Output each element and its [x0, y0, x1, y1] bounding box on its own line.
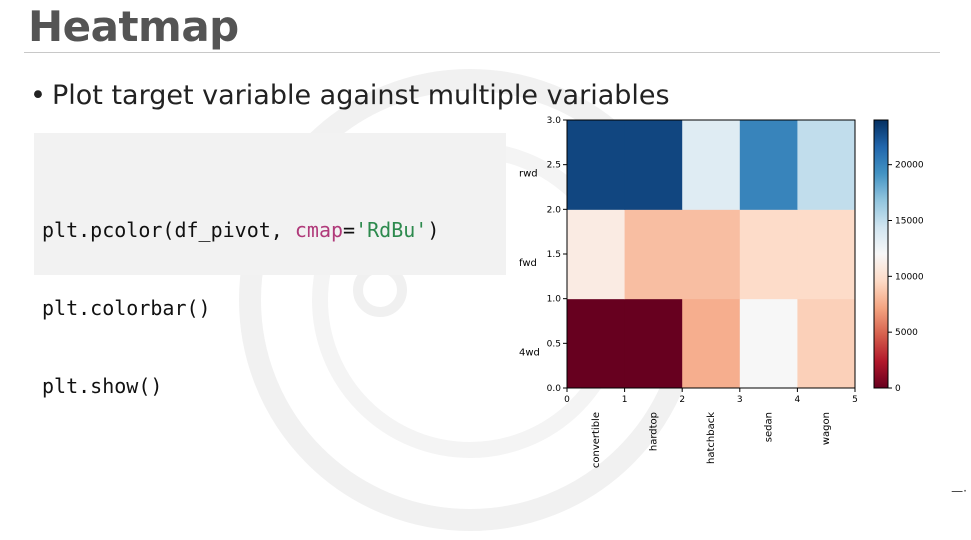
x-tick-label: 0 — [564, 395, 570, 405]
colorbar — [873, 119, 889, 389]
x-category-label: hatchback — [706, 412, 717, 464]
bullet-item: • Plot target variable against multiple … — [30, 80, 670, 111]
y-tick-label: 3.0 — [547, 116, 562, 126]
corner-mark: —· — [951, 484, 967, 498]
x-tick-label: 1 — [622, 395, 628, 405]
heatmap-cell — [682, 209, 741, 300]
y-tick-label: 1.5 — [547, 250, 561, 260]
y-tick-label: 2.0 — [547, 205, 562, 215]
colorbar-tick-label: 5000 — [895, 328, 918, 338]
heatmap-cell — [797, 120, 856, 210]
code-line-pcolor: plt.pcolor(df_pivot, cmap='RdBu') — [42, 217, 439, 243]
x-category-label: sedan — [764, 412, 775, 442]
code-token: ) — [427, 218, 440, 242]
y-category-label: rwd — [519, 169, 538, 180]
colorbar-tick-label: 0 — [895, 384, 901, 394]
heatmap-cell — [739, 209, 798, 300]
heatmap-chart: 0 1 2 3 4 5 0.0 0.5 1.0 1.5 2.0 2.5 3.0 convertible ha… — [519, 116, 924, 468]
colorbar-tick-label: 10000 — [895, 272, 924, 282]
title-divider — [24, 52, 940, 53]
colorbar-tick-label: 20000 — [895, 161, 924, 171]
heatmap-cell — [739, 120, 798, 210]
y-category-label: 4wd — [519, 347, 540, 358]
x-tick-label: 4 — [795, 395, 801, 405]
bullet-icon: • — [30, 80, 46, 111]
heatmap-cell — [567, 298, 626, 389]
heatmap-cell — [739, 298, 798, 389]
y-tick-label: 2.5 — [547, 161, 561, 171]
x-category-label: hardtop — [648, 412, 659, 451]
heatmap-cell — [624, 298, 683, 389]
y-category-label: fwd — [519, 258, 537, 269]
code-keyword-arg: cmap — [294, 218, 344, 242]
heatmap-cell — [624, 209, 683, 300]
code-block: plt.pcolor(df_pivot, cmap='RdBu') plt.co… — [34, 133, 506, 398]
code-string-literal: 'RdBu' — [355, 218, 428, 242]
code-lines: plt.pcolor(df_pivot, cmap='RdBu') plt.co… — [42, 165, 439, 451]
code-line-show: plt.show() — [42, 374, 163, 398]
x-tick-label: 3 — [737, 395, 743, 405]
y-tick-label: 0.5 — [547, 339, 561, 349]
x-tick-label: 2 — [679, 395, 685, 405]
heatmap-cell — [682, 120, 741, 210]
heatmap-cell — [567, 209, 626, 300]
code-token: plt.pcolor(df_pivot, — [42, 218, 295, 242]
x-category-label: convertible — [591, 412, 602, 468]
heatmap-cell — [682, 298, 741, 389]
code-token: = — [343, 218, 356, 242]
heatmap-cell — [567, 120, 626, 210]
slide-title: Heatmap — [28, 2, 239, 51]
y-tick-label: 0.0 — [547, 384, 562, 394]
x-category-label: wagon — [821, 412, 832, 445]
colorbar-tick-label: 15000 — [895, 217, 924, 227]
code-line-colorbar: plt.colorbar() — [42, 296, 211, 320]
bullet-text: Plot target variable against multiple va… — [52, 80, 670, 111]
heatmap-cell — [797, 298, 856, 389]
y-tick-label: 1.0 — [547, 295, 562, 305]
heatmap-cell — [624, 120, 683, 210]
heatmap-cell — [797, 209, 856, 300]
x-tick-label: 5 — [852, 395, 858, 405]
